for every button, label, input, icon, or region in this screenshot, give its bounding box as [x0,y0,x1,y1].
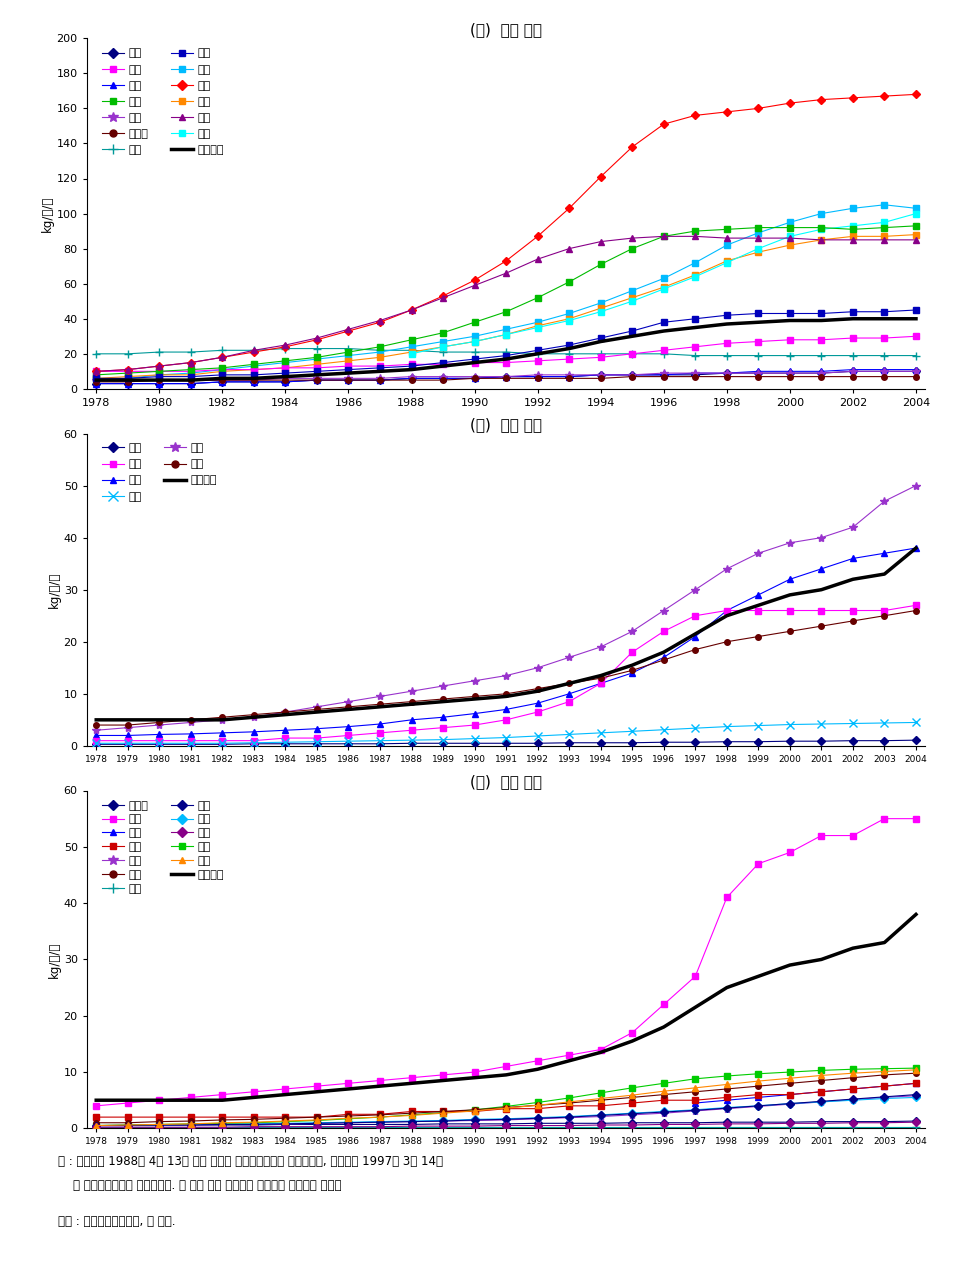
Y-axis label: kg/인/연: kg/인/연 [40,195,54,232]
Legend: 내몽고, 광서, 중경, 사천, 귀주, 운남, 서장, 협서, 감숙, 청해, 영하, 신강, 전국평균: 내몽고, 광서, 중경, 사천, 귀주, 운남, 서장, 협서, 감숙, 청해,… [97,796,228,899]
Title: (ㄴ)  중국 중부: (ㄴ) 중국 중부 [470,417,542,432]
Text: 자료 : 「중국통계연감」, 각 연도.: 자료 : 「중국통계연감」, 각 연도. [58,1215,175,1228]
Legend: 산서, 안휘, 강서, 하남, 호북, 호남, 전국평균: 산서, 안휘, 강서, 하남, 호북, 호남, 전국평균 [97,439,222,506]
Text: 주 : 해남성은 1988년 4월 13일 중국 최대의 경제특구성으로 설립되었고, 중경시는 1997년 3월 14일: 주 : 해남성은 1988년 4월 13일 중국 최대의 경제특구성으로 설립되… [58,1155,442,1168]
Title: (ㄷ)  중국 남부: (ㄷ) 중국 남부 [470,774,542,789]
Text: 에 중앙직할시로서 설립되었음. 이 전은 각각 광동성과 사천성에 포함되어 있었음: 에 중앙직할시로서 설립되었음. 이 전은 각각 광동성과 사천성에 포함되어 … [58,1179,341,1192]
Y-axis label: kg/인/연: kg/인/연 [48,941,61,978]
Title: (ㄱ)  중국 동부: (ㄱ) 중국 동부 [470,22,542,37]
Y-axis label: kg/인/연: kg/인/연 [48,571,61,608]
Legend: 북경, 천진, 하북, 요령, 길림, 흑룡강, 상해, 강서, 절강, 북건, 산동, 광동, 해남, 전국평균: 북경, 천진, 하북, 요령, 길림, 흑룡강, 상해, 강서, 절강, 북건,… [97,43,228,159]
